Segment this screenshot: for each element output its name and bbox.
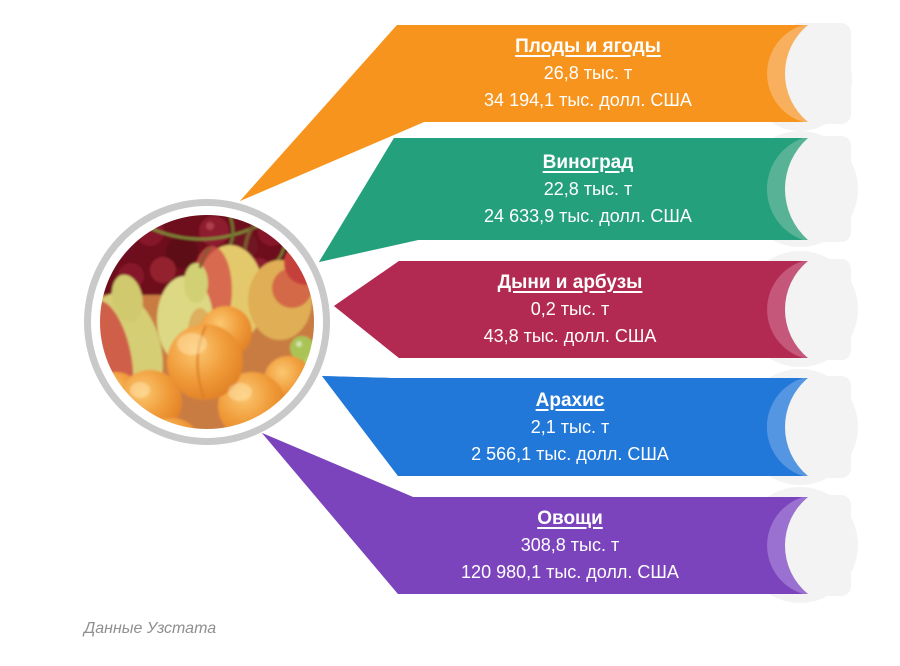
ribbon-melons (334, 261, 808, 358)
source-caption: Данные Узстата (84, 620, 217, 637)
red-fruit (78, 444, 130, 480)
ribbon-vegetables (262, 433, 808, 594)
strawberry (100, 409, 115, 429)
ribbon-shape (322, 376, 803, 476)
ribbon-peanuts (322, 376, 808, 476)
ribbon-shape (319, 138, 803, 262)
ribbon-shape (240, 25, 803, 201)
ribbon-shape (334, 261, 803, 358)
ribbon-fruits-berries (240, 25, 808, 201)
ribbon-grapes (319, 138, 808, 262)
fruit-photo (78, 215, 314, 480)
ribbon-shape (262, 433, 803, 594)
